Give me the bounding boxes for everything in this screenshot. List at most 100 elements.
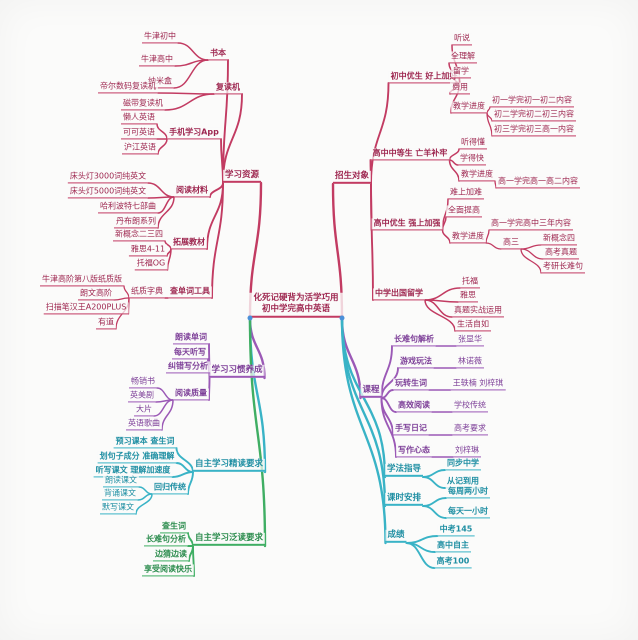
mindmap-node[interactable]: 高考要求: [452, 423, 488, 435]
mindmap-node[interactable]: 全面提高: [446, 205, 482, 217]
mindmap-node[interactable]: 费用: [450, 82, 470, 94]
mindmap-node[interactable]: 默写课文: [100, 502, 136, 514]
mindmap-node[interactable]: 高一学完高一高二内容: [496, 176, 580, 188]
mindmap-node[interactable]: 新概念二三四: [113, 229, 165, 241]
mindmap-node[interactable]: 朗文高阶: [78, 288, 114, 300]
mindmap-node[interactable]: 可可英语: [121, 127, 157, 139]
branch-node[interactable]: 学习资源: [222, 169, 262, 183]
mindmap-node[interactable]: 初二学完初二初三内容: [492, 109, 576, 121]
mindmap-node[interactable]: 高中中等生 亡羊补牢: [370, 148, 450, 160]
branch-node[interactable]: 自主学习泛读要求: [192, 532, 266, 546]
mindmap-node[interactable]: 划句子成分 准确理解: [97, 451, 177, 463]
branch-node[interactable]: 课程: [360, 384, 382, 398]
mindmap-node[interactable]: 背诵课文: [102, 488, 138, 500]
mindmap-node[interactable]: 写作心态: [396, 445, 432, 457]
mindmap-node[interactable]: 教学进度: [450, 231, 486, 243]
branch-node[interactable]: 成绩: [385, 529, 407, 543]
mindmap-node[interactable]: 懒人英语: [121, 112, 157, 124]
mindmap-node[interactable]: 张显华: [456, 334, 484, 346]
mindmap-node[interactable]: 阅读质量: [173, 388, 209, 400]
mindmap-node[interactable]: 托福: [460, 276, 480, 288]
branch-node[interactable]: 学习习惯养成: [209, 364, 265, 378]
mindmap-node[interactable]: 磁带复读机: [121, 98, 165, 110]
mindmap-node[interactable]: 托福OG: [134, 258, 168, 270]
mindmap-node[interactable]: 哈利波特七部曲: [98, 201, 158, 213]
mindmap-node[interactable]: 留学: [451, 66, 471, 78]
mindmap-node[interactable]: 有道: [96, 317, 116, 329]
mindmap-node[interactable]: 高考真题: [543, 247, 579, 259]
mindmap-node[interactable]: 纠错写分析: [166, 361, 210, 373]
mindmap-node[interactable]: 林诺薇: [456, 356, 484, 368]
mindmap-node[interactable]: 朗读单词: [173, 332, 209, 344]
mindmap-node[interactable]: 高中自主: [435, 540, 471, 552]
mindmap-node[interactable]: 牛津高阶第八版纸质版: [40, 274, 124, 286]
mindmap-node[interactable]: 雅思: [458, 290, 478, 302]
mindmap-node[interactable]: 床头灯5000词纯英文: [67, 186, 149, 198]
mindmap-node[interactable]: 刘梓琳: [453, 445, 481, 457]
mindmap-node[interactable]: 床头灯3000词纯英文: [67, 171, 149, 183]
mindmap-node[interactable]: 中考145: [437, 524, 475, 536]
mindmap-node[interactable]: 阅读材料: [174, 185, 210, 197]
mindmap-node[interactable]: 查单词工具: [168, 286, 212, 298]
mindmap-node[interactable]: 牛津初中: [142, 31, 178, 43]
mindmap-node[interactable]: 游戏玩法: [398, 356, 434, 368]
mindmap-node[interactable]: 学校传统: [452, 400, 488, 412]
branch-node[interactable]: 招生对象: [332, 170, 372, 184]
mindmap-node[interactable]: 高三: [501, 237, 521, 249]
mindmap-node[interactable]: 考研长难句: [541, 261, 585, 273]
mindmap-node[interactable]: 畅销书: [129, 376, 157, 388]
mindmap-node[interactable]: 拓展教材: [171, 237, 207, 249]
mindmap-node[interactable]: 纸质字典: [129, 286, 165, 298]
mindmap-node[interactable]: 全理解: [449, 51, 477, 63]
mindmap-node[interactable]: 英语歌曲: [126, 418, 162, 430]
mindmap-node[interactable]: 高一学完高中三年内容: [489, 218, 573, 230]
mindmap-node[interactable]: 查生词: [160, 521, 188, 533]
mindmap-node[interactable]: 沪江英语: [122, 142, 158, 154]
mindmap-node[interactable]: 新概念四: [541, 233, 577, 245]
mindmap-node[interactable]: 难上加难: [448, 187, 484, 199]
mindmap-node[interactable]: 同步中学: [445, 458, 481, 470]
mindmap-node[interactable]: 大片: [134, 404, 154, 416]
mindmap-node[interactable]: 每周两小时: [446, 486, 490, 498]
mindmap-node[interactable]: 英美剧: [128, 390, 156, 402]
mindmap-node[interactable]: 纳米盒: [146, 76, 174, 88]
mindmap-node[interactable]: 扫描笔汉王A200PLUS: [43, 302, 129, 314]
mindmap-node[interactable]: 手机学习App: [167, 127, 221, 139]
mindmap-node[interactable]: 丹布朗系列: [114, 216, 158, 228]
mindmap-node[interactable]: 教学进度: [459, 169, 495, 181]
branch-node[interactable]: 学法指导: [384, 463, 424, 477]
mindmap-node[interactable]: 回归传统: [152, 482, 188, 494]
mindmap-node[interactable]: 书本: [208, 48, 228, 60]
mindmap-node[interactable]: 享受阅读快乐: [142, 564, 194, 576]
mindmap-node[interactable]: 长难句分析: [144, 534, 188, 546]
mindmap-node[interactable]: 朗读课文: [103, 475, 139, 487]
mindmap-node[interactable]: 边猜边读: [153, 549, 189, 561]
mindmap-node[interactable]: 初一学完初一初二内容: [490, 95, 574, 107]
mindmap-node[interactable]: 听说: [452, 33, 472, 45]
mindmap-node[interactable]: 雅思4-11: [128, 244, 168, 256]
mindmap-node[interactable]: 玩转生词: [393, 378, 429, 390]
mindmap-node[interactable]: 生活自如: [455, 319, 491, 331]
branch-node[interactable]: 自主学习精读要求: [192, 458, 266, 472]
mindmap-node[interactable]: 高效阅读: [396, 400, 432, 412]
mindmap-node[interactable]: 中学出国留学: [373, 288, 425, 300]
mindmap-node[interactable]: 真题实战运用: [452, 305, 504, 317]
mindmap-node[interactable]: 复读机: [214, 82, 242, 94]
mindmap-node[interactable]: 高考100: [434, 556, 472, 568]
mindmap-node[interactable]: 每天一小时: [446, 506, 490, 518]
mindmap-node[interactable]: 每天听写: [172, 347, 208, 359]
mindmap-node[interactable]: 学得快: [458, 153, 486, 165]
mindmap-node[interactable]: 初三学完初三高一内容: [492, 124, 576, 136]
mindmap-node[interactable]: 帝尔数码复读机: [98, 81, 158, 93]
branch-node[interactable]: 课时安排: [384, 492, 424, 506]
mindmap-node[interactable]: 牛津高中: [139, 54, 175, 66]
mindmap-node[interactable]: 手写日记: [393, 423, 429, 435]
mindmap-node[interactable]: 长难句解析: [392, 334, 436, 346]
mindmap-node[interactable]: 教学进度: [451, 101, 487, 113]
mindmap-node[interactable]: 初中优生 好上加好: [388, 71, 460, 83]
mindmap-node[interactable]: 预习课本 查生词: [113, 436, 177, 448]
center-topic[interactable]: 化死记硬背为活学巧用 初中学完高中英语: [248, 292, 344, 318]
mindmap-node[interactable]: 听得懂: [459, 137, 487, 149]
mindmap-node[interactable]: 王轶楠 刘梓琪: [450, 378, 506, 390]
mindmap-node[interactable]: 高中优生 强上加强: [371, 218, 443, 230]
